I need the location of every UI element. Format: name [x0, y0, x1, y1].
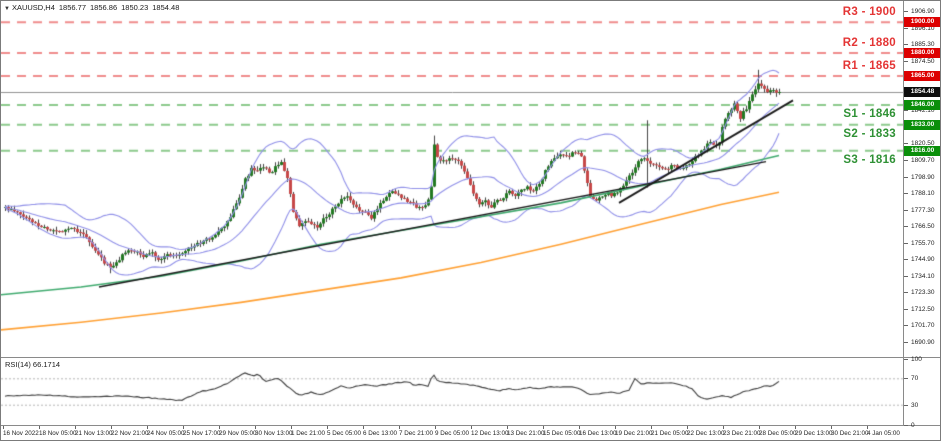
price-scale-divider	[903, 1, 904, 425]
time-axis-label: 6 Dec 13:00	[363, 430, 397, 437]
time-axis-label: 30 Nov 13:00	[255, 430, 293, 437]
time-axis-tick	[255, 426, 256, 429]
time-axis-tick	[507, 426, 508, 429]
price-axis-tick: 1906.90	[904, 7, 940, 16]
price-axis-tick: 1766.50	[904, 222, 940, 231]
time-axis-tick	[435, 426, 436, 429]
time-axis-label: 29 Dec 13:00	[795, 430, 833, 437]
price-axis-tick: 1896.10	[904, 24, 940, 33]
time-axis-tick	[579, 426, 580, 429]
time-axis-label: 13 Dec 21:00	[507, 430, 545, 437]
resistance-label-r1[interactable]: R1 - 1865	[842, 59, 896, 72]
price-level-badge-s3: 1816.00	[904, 145, 940, 156]
time-axis-label: 30 Dec 21:00	[831, 430, 869, 437]
price-axis-tick: 1809.70	[904, 156, 940, 165]
price-axis-tick: 1777.30	[904, 206, 940, 215]
time-axis-label: 5 Dec 05:00	[327, 430, 361, 437]
time-axis-label: 21 Nov 13:00	[75, 430, 113, 437]
time-axis-tick	[795, 426, 796, 429]
support-label-s2[interactable]: S2 - 1833	[843, 127, 896, 140]
price-axis-tick: 1798.90	[904, 173, 940, 182]
time-axis-tick	[219, 426, 220, 429]
resistance-label-r2[interactable]: R2 - 1880	[842, 36, 896, 49]
price-chart-canvas[interactable]	[1, 1, 904, 357]
price-axis-tick: 1712.50	[904, 305, 940, 314]
quote-low: 1850.23	[121, 3, 149, 12]
price-axis-tick: 1690.90	[904, 338, 940, 347]
time-axis-label: 4 Jan 05:00	[867, 430, 900, 437]
time-axis-label: 1 Dec 21:00	[291, 430, 325, 437]
time-axis-label: 19 Dec 21:00	[615, 430, 653, 437]
time-axis-tick	[327, 426, 328, 429]
collapse-arrow-icon[interactable]: ▼	[4, 6, 10, 12]
time-axis-tick	[291, 426, 292, 429]
price-axis-tick: 1885.30	[904, 40, 940, 49]
price-axis-tick: 1755.70	[904, 239, 940, 248]
time-axis-tick	[39, 426, 40, 429]
quote-close: 1854.48	[152, 3, 180, 12]
time-axis-label: 28 Dec 05:00	[759, 430, 797, 437]
price-axis-tick: 1788.10	[904, 189, 940, 198]
resistance-label-r3[interactable]: R3 - 1900	[842, 6, 896, 19]
time-axis-tick	[867, 426, 868, 429]
rsi-indicator-canvas[interactable]	[1, 358, 904, 425]
price-axis-tick: 1842.10	[904, 106, 940, 115]
chart-symbol-timeframe: XAUUSD,H4	[11, 3, 55, 12]
time-axis-tick	[687, 426, 688, 429]
time-axis-tick	[3, 426, 4, 429]
time-axis-tick	[651, 426, 652, 429]
indicator-window-splitter[interactable]	[1, 357, 940, 358]
price-level-badge-s2: 1833.00	[904, 119, 940, 130]
rsi-axis-tick: 30	[904, 401, 940, 410]
time-axis-label: 18 Nov 05:00	[39, 430, 77, 437]
time-axis-tick	[543, 426, 544, 429]
quote-high: 1856.86	[90, 3, 118, 12]
time-axis-tick	[363, 426, 364, 429]
rsi-indicator-label: RSI(14) 66.1714	[5, 360, 61, 369]
time-axis-tick	[147, 426, 148, 429]
time-axis-tick	[759, 426, 760, 429]
time-axis-label: 9 Dec 05:00	[435, 430, 469, 437]
time-axis-label: 22 Dec 13:00	[687, 430, 725, 437]
rsi-axis-tick: 100	[904, 355, 940, 364]
support-label-s1[interactable]: S1 - 1846	[843, 107, 896, 120]
time-axis-label: 22 Nov 21:00	[111, 430, 149, 437]
time-axis-divider	[1, 425, 940, 426]
price-level-badge-s1: 1846.00	[904, 99, 940, 110]
price-axis-tick: 1723.30	[904, 288, 940, 297]
time-axis-label: 24 Nov 05:00	[147, 430, 185, 437]
quote-open: 1856.77	[58, 3, 87, 12]
chart-ohlc-header: ▼ XAUUSD,H4 1856.77 1856.86 1850.23 1854.48	[4, 3, 183, 12]
time-axis-label: 25 Nov 17:00	[183, 430, 221, 437]
price-level-badge-r3: 1900.00	[904, 17, 940, 28]
time-axis-tick	[723, 426, 724, 429]
price-axis-tick: 1744.90	[904, 255, 940, 264]
rsi-axis-tick: 0	[904, 421, 940, 430]
time-axis-tick	[111, 426, 112, 429]
time-axis-tick	[831, 426, 832, 429]
support-label-s3[interactable]: S3 - 1816	[843, 153, 896, 166]
rsi-axis-tick: 70	[904, 374, 940, 383]
time-axis-tick	[75, 426, 76, 429]
price-level-badge-r1: 1865.00	[904, 70, 940, 81]
time-axis-label: 7 Dec 21:00	[399, 430, 433, 437]
price-axis-tick: 1874.50	[904, 57, 940, 66]
price-level-badge-r2: 1880.00	[904, 47, 940, 58]
price-axis-tick: 1734.10	[904, 272, 940, 281]
time-axis-label: 15 Dec 05:00	[543, 430, 581, 437]
time-axis-label: 16 Nov 2022	[3, 430, 39, 437]
current-price-badge: 1854.48	[904, 87, 940, 97]
time-axis-tick	[471, 426, 472, 429]
time-axis-label: 12 Dec 13:00	[471, 430, 509, 437]
time-axis-tick	[399, 426, 400, 429]
time-axis-label: 23 Dec 21:00	[723, 430, 761, 437]
time-axis-label: 16 Dec 13:00	[579, 430, 617, 437]
price-axis-tick: 1701.70	[904, 321, 940, 330]
time-axis-label: 29 Nov 05:00	[219, 430, 257, 437]
time-axis-tick	[615, 426, 616, 429]
price-axis-tick: 1820.50	[904, 139, 940, 148]
time-axis-label: 21 Dec 05:00	[651, 430, 689, 437]
time-axis-tick	[183, 426, 184, 429]
